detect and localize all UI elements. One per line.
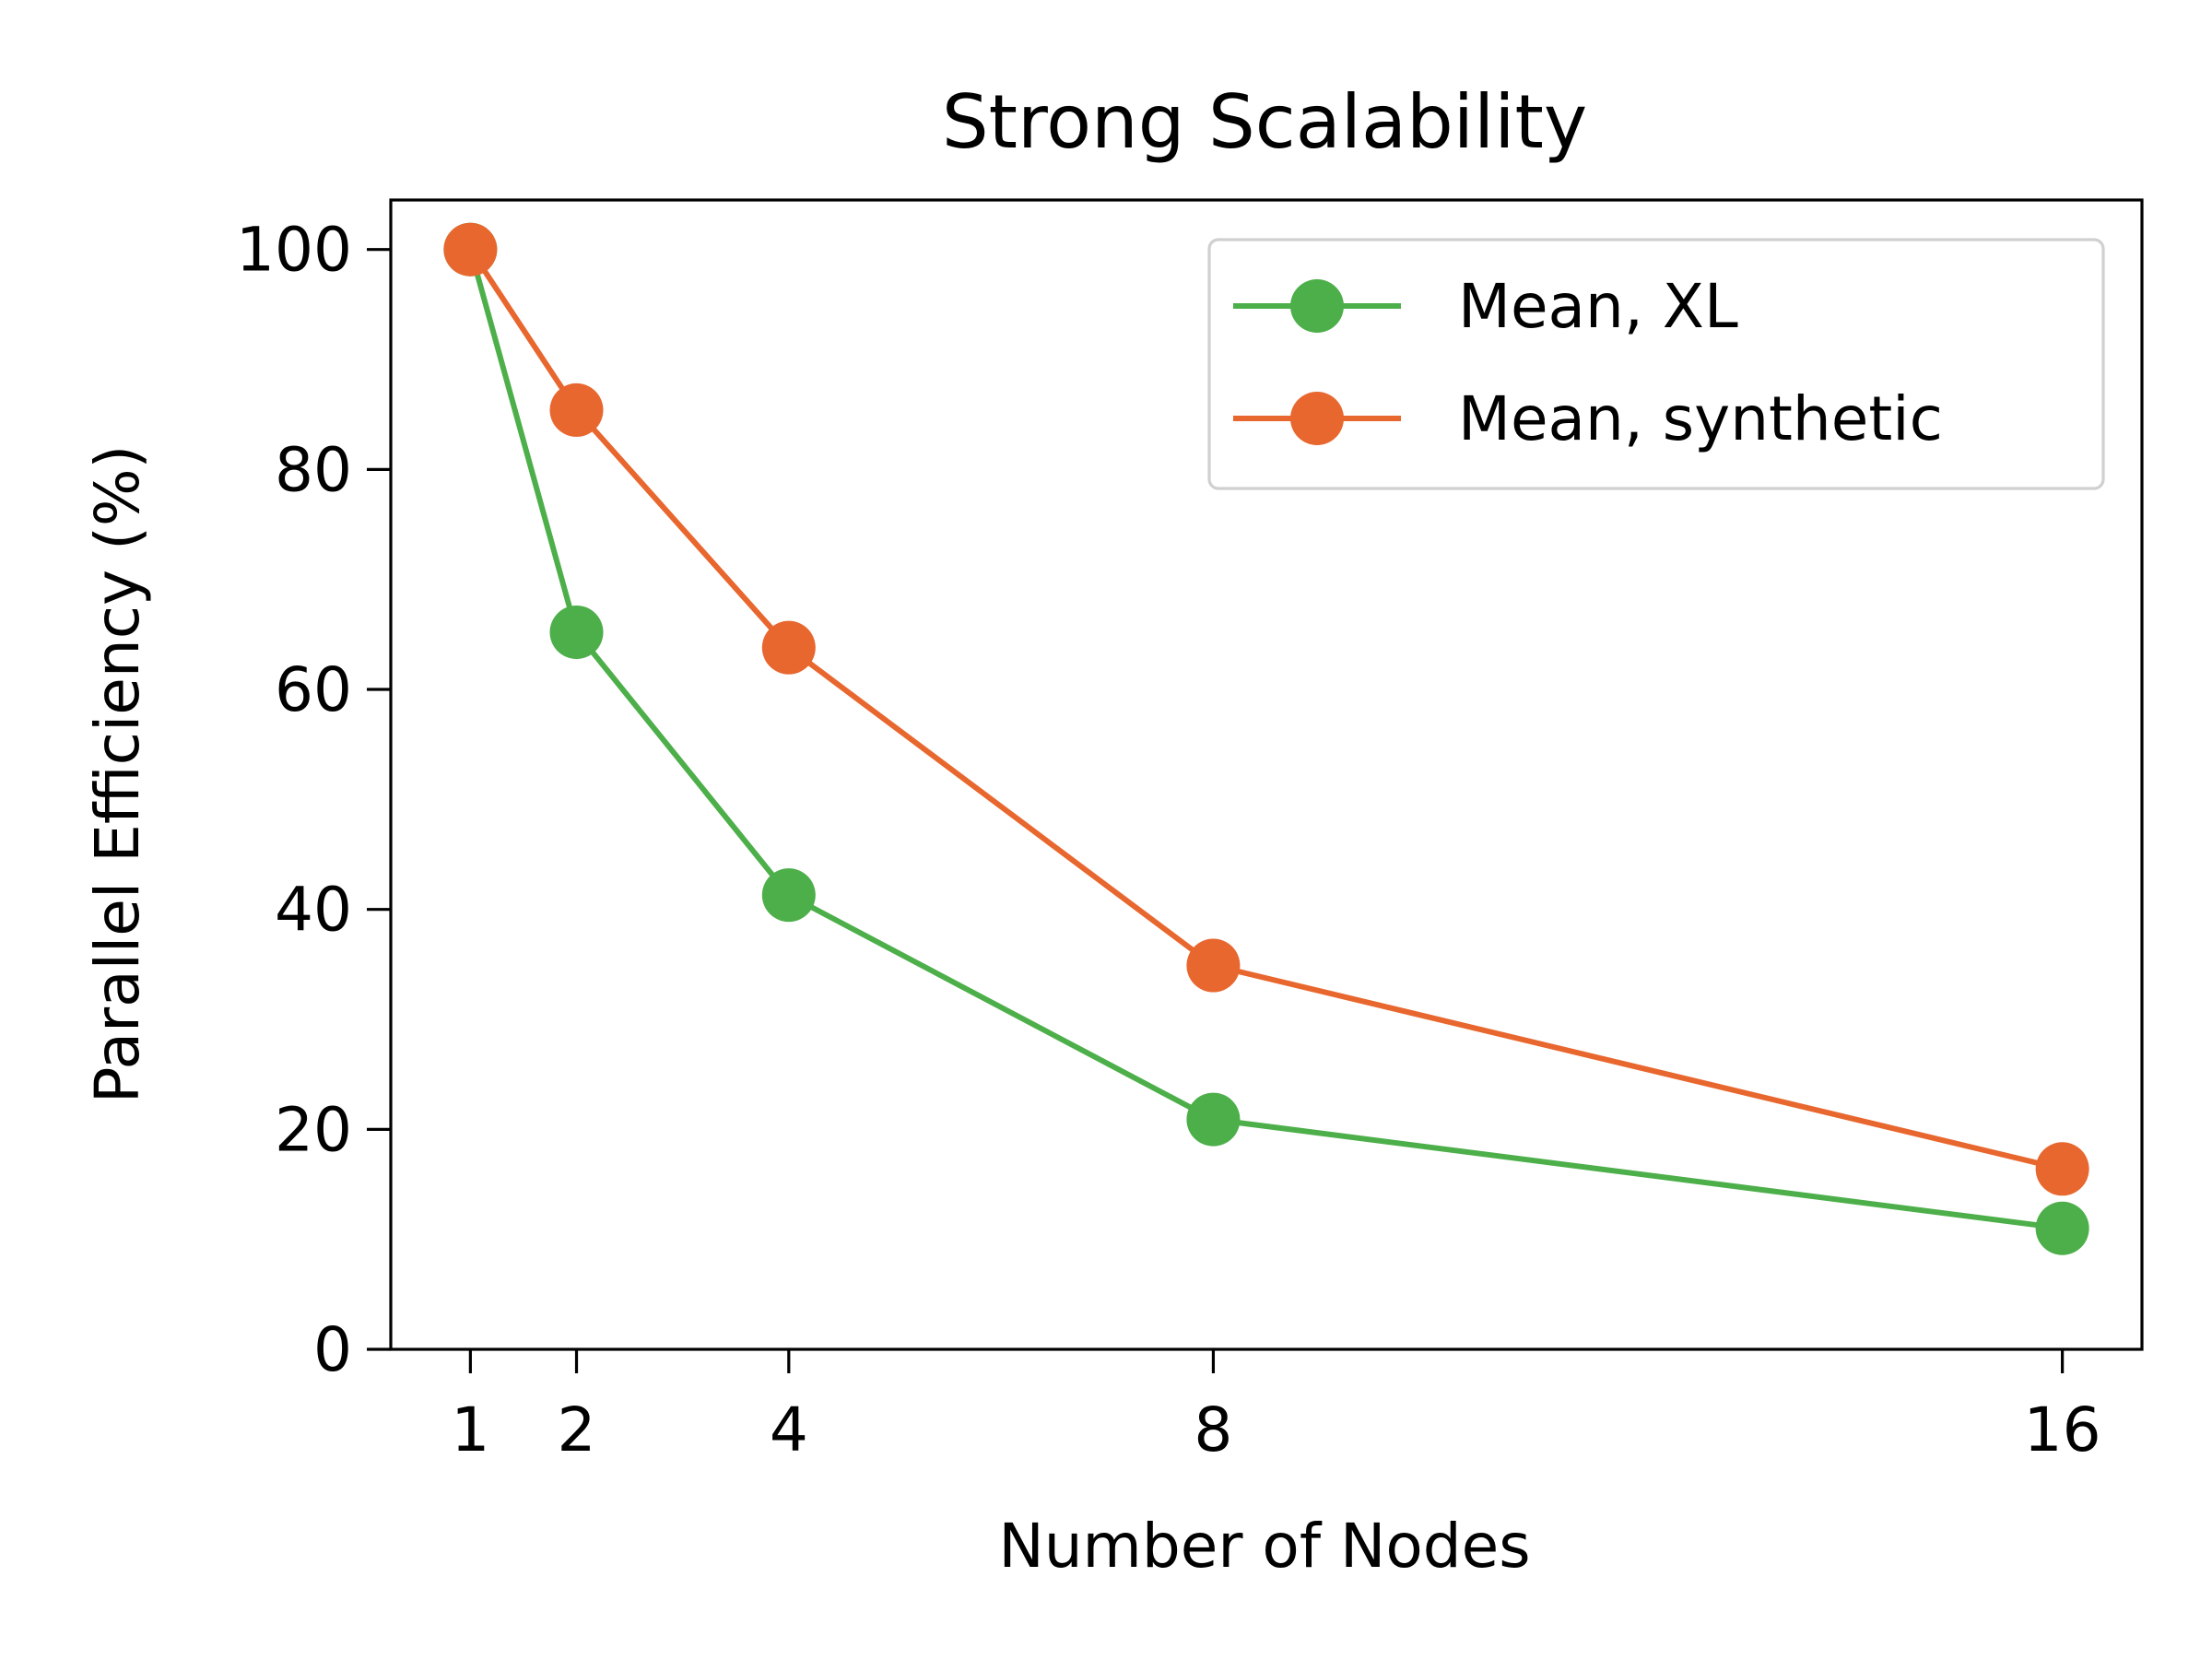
legend-label: Mean, synthetic xyxy=(1458,383,1943,454)
y-tick-label: 40 xyxy=(275,875,352,946)
x-tick-label: 1 xyxy=(451,1394,489,1465)
y-tick-label: 60 xyxy=(275,654,352,725)
x-axis: 1 2 4 8 16 xyxy=(451,1349,2101,1465)
data-point-mean-synthetic xyxy=(549,382,604,437)
legend-marker xyxy=(1290,392,1344,445)
y-tick-label: 0 xyxy=(313,1314,352,1385)
data-point-mean-xl xyxy=(761,868,816,923)
y-axis-label: Parallel Efficiency (%) xyxy=(82,445,153,1104)
data-point-mean-synthetic xyxy=(2035,1142,2089,1196)
x-tick-label: 8 xyxy=(1194,1394,1232,1465)
data-point-mean-xl xyxy=(2035,1201,2089,1255)
data-point-mean-synthetic xyxy=(761,620,816,675)
x-tick-label: 4 xyxy=(770,1394,808,1465)
legend-marker xyxy=(1290,279,1344,333)
series-layer xyxy=(443,222,2089,1255)
y-tick-label: 100 xyxy=(236,215,352,286)
data-point-mean-xl xyxy=(1186,1092,1241,1147)
chart-title: Strong Scalability xyxy=(942,79,1587,165)
legend-item-mean-xl: Mean, XL xyxy=(1233,271,1738,342)
x-tick-label: 2 xyxy=(558,1394,596,1465)
legend-box xyxy=(1207,238,2105,490)
y-tick-label: 20 xyxy=(275,1094,352,1165)
x-axis-label: Number of Nodes xyxy=(998,1511,1530,1582)
legend-item-mean-synthetic: Mean, synthetic xyxy=(1233,383,1943,454)
data-point-mean-synthetic xyxy=(443,222,498,276)
legend-label: Mean, XL xyxy=(1458,271,1738,342)
plot-area-frame xyxy=(389,198,2144,1351)
y-axis: 0 20 40 60 80 100 xyxy=(236,215,391,1385)
y-tick-label: 80 xyxy=(275,434,352,505)
data-point-mean-xl xyxy=(549,605,604,659)
legend: Mean, XL Mean, synthetic xyxy=(1207,238,2105,490)
data-point-mean-synthetic xyxy=(1186,938,1241,993)
series-mean-synthetic xyxy=(443,222,2089,1196)
x-tick-label: 16 xyxy=(2024,1394,2101,1465)
